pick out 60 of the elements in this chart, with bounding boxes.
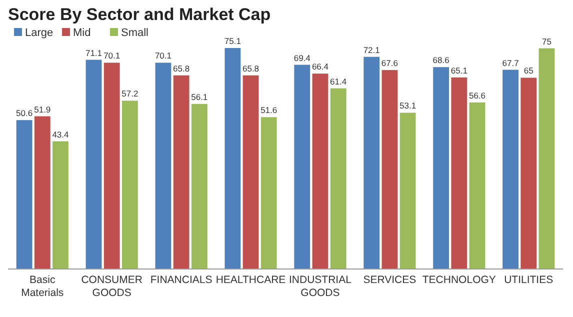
bar <box>122 100 138 269</box>
bar <box>260 117 277 269</box>
data-label: 65 <box>524 66 534 76</box>
data-label: 70.1 <box>154 50 172 61</box>
data-label: 67.7 <box>502 58 520 68</box>
bar <box>34 116 50 269</box>
bar <box>52 141 68 269</box>
bar <box>242 75 259 269</box>
data-label: 56.1 <box>191 92 208 102</box>
legend-label: Mid <box>73 27 91 39</box>
x-tick-label: INDUSTRIAL GOODS <box>289 274 352 299</box>
bar <box>86 60 102 269</box>
data-label: 68.6 <box>432 55 450 66</box>
bar <box>382 70 398 269</box>
x-tick-label: Basic Materials <box>21 274 64 299</box>
bar <box>364 56 380 269</box>
bar <box>520 78 537 269</box>
data-label: 69.4 <box>294 52 311 63</box>
data-label: 43.4 <box>52 129 70 140</box>
bar <box>16 120 32 269</box>
bar <box>173 75 190 269</box>
bar <box>155 62 172 269</box>
data-label: 67.6 <box>381 58 398 68</box>
chart-title: Score By Sector and Market Cap <box>8 5 271 24</box>
bar <box>294 64 310 269</box>
bar <box>312 74 328 269</box>
legend-label: Small <box>121 27 149 39</box>
bar <box>330 88 346 269</box>
data-label: 65.8 <box>173 63 190 74</box>
bar <box>538 48 555 269</box>
x-tick-label: HEALTHCARE <box>216 274 286 286</box>
data-label: 65.1 <box>450 65 468 76</box>
data-label: 53.1 <box>400 100 416 111</box>
data-label: 75.1 <box>224 36 242 46</box>
x-tick-label: CONSUMER GOODS <box>81 274 143 299</box>
data-label: 66.4 <box>312 62 329 72</box>
data-label: 56.6 <box>468 90 486 100</box>
bar <box>502 70 518 269</box>
bar <box>433 67 450 269</box>
bar <box>191 104 208 269</box>
data-label: 57.2 <box>122 88 138 99</box>
data-label: 51.6 <box>260 105 278 116</box>
data-label: 72.1 <box>363 44 380 55</box>
x-tick-label: FINANCIALS <box>150 274 212 286</box>
data-label: 50.6 <box>16 108 33 118</box>
data-label: 70.1 <box>104 50 120 61</box>
data-label: 65.8 <box>242 63 260 74</box>
x-tick-label: SERVICES <box>363 274 416 286</box>
bar <box>469 102 486 269</box>
data-label: 61.4 <box>330 76 347 86</box>
bar <box>400 112 416 269</box>
x-tick-label: UTILITIES <box>504 274 554 286</box>
x-tick-label: TECHNOLOGY <box>422 274 496 286</box>
bar <box>451 77 468 269</box>
data-label: 51.9 <box>34 104 51 114</box>
bar <box>224 48 241 269</box>
bar <box>104 62 120 269</box>
data-label: 75 <box>542 36 552 46</box>
legend-label: Large <box>25 27 54 39</box>
data-label: 71.1 <box>85 48 102 58</box>
